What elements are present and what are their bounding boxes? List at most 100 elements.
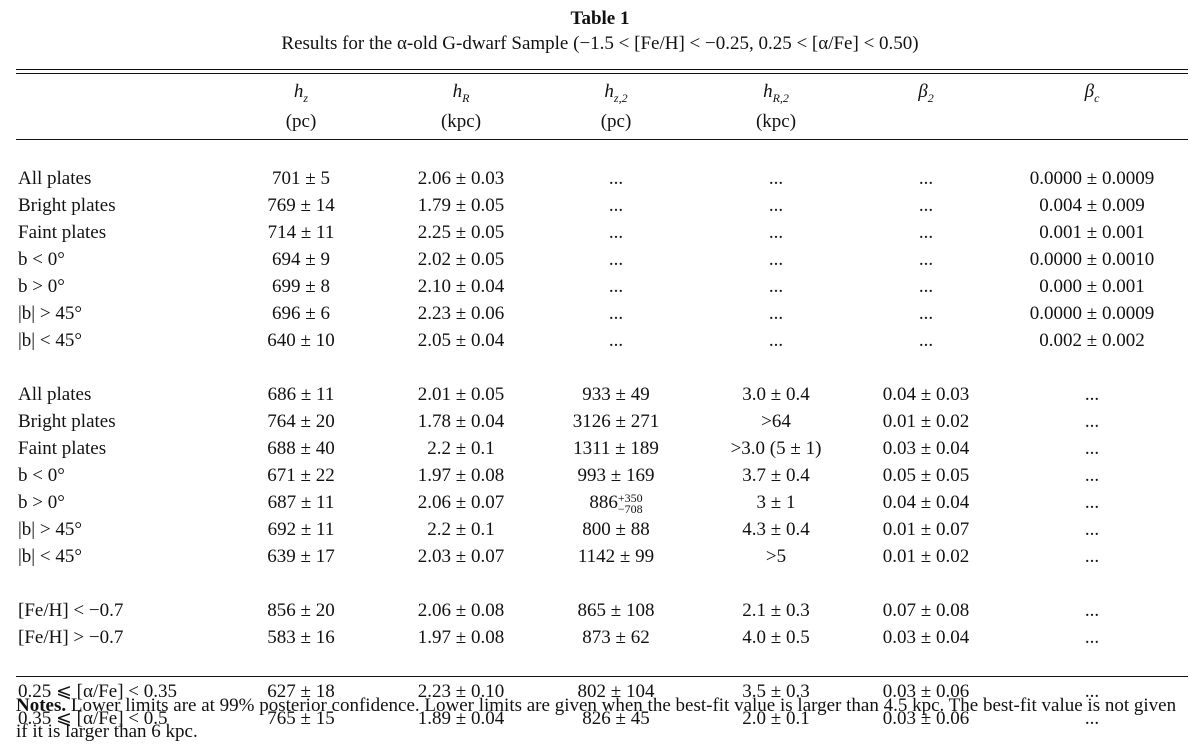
group-spacer (16, 354, 1188, 381)
table-row: All plates 701 ± 5 2.06 ± 0.03......... 0.0… (16, 165, 1188, 192)
row-label: |b| < 45° (18, 546, 82, 567)
table-notes: Notes. Lower limits are at 99% posterior… (16, 693, 1188, 745)
table-cell: ... (608, 195, 624, 216)
table-cell: ... (1084, 708, 1100, 729)
column-header: β2 (856, 78, 996, 138)
table-cell: ... (1084, 465, 1100, 486)
table-row: [Fe/H] > −0.7 583 ± 16 1.97 ± 0.08 873 ± 62… (16, 624, 1188, 651)
table-cell: 0.01 ± 0.02 (882, 411, 970, 432)
table-cell: >5 (765, 546, 787, 567)
table-cell: 2.01 ± 0.05 (417, 384, 505, 405)
table-cell: ... (1084, 411, 1100, 432)
row-label: Bright plates (18, 411, 116, 432)
column-unit: (pc) (285, 110, 317, 132)
column-unit: (pc) (600, 110, 632, 132)
table-cell: ... (1084, 492, 1100, 513)
table-cell: ... (608, 330, 624, 351)
row-label: b > 0° (18, 492, 65, 513)
column-unit: (kpc) (440, 110, 482, 132)
table-row: |b| < 45° 640 ± 10 2.05 ± 0.04......... 0.0… (16, 327, 1188, 354)
table-cell: 1.97 ± 0.08 (417, 627, 505, 648)
table-cell: 3 ± 1 (756, 492, 796, 513)
table-cell: 2.06 ± 0.03 (417, 168, 505, 189)
table-cell: ... (608, 276, 624, 297)
table-cell: ... (768, 168, 784, 189)
column-symbol: hz,2 (604, 81, 628, 105)
table-cell: 692 ± 11 (267, 519, 335, 540)
group-spacer (16, 138, 1188, 165)
table-cell: 640 ± 10 (267, 330, 335, 351)
table-row: |b| > 45° 692 ± 11 2.2 ± 0.1 800 ± 88 4.3 ± … (16, 516, 1188, 543)
table-cell: 3.7 ± 0.4 (742, 465, 810, 486)
table-cell: ... (1084, 600, 1100, 621)
table-row: 0.25 ⩽ [α/Fe] < 0.35 627 ± 18 2.23 ± 0.10 8… (16, 678, 1188, 705)
row-label: Bright plates (18, 195, 116, 216)
table-cell: 2.23 ± 0.06 (417, 303, 505, 324)
table-cell: 696 ± 6 (272, 303, 330, 324)
table-cell: ... (918, 168, 934, 189)
table-cell: 3.0 ± 0.4 (742, 384, 810, 405)
lower-error: −708 (617, 501, 643, 516)
table-cell: 0.004 ± 0.009 (1039, 195, 1145, 216)
table-cell: 2.0 ± 0.1 (742, 708, 810, 729)
header-rule (16, 139, 1188, 141)
table-cell: 2.10 ± 0.04 (417, 276, 505, 297)
table-cell: 2.03 ± 0.07 (417, 546, 505, 567)
table-cell: ... (608, 249, 624, 270)
row-label: |b| < 45° (18, 330, 82, 351)
table-cell: 1.79 ± 0.05 (417, 195, 505, 216)
table-cell: 0.0000 ± 0.0009 (1029, 168, 1155, 189)
table-row: Bright plates 764 ± 20 1.78 ± 0.04 3126 ± 2… (16, 408, 1188, 435)
table-cell: 627 ± 18 (267, 681, 335, 702)
table-cell: 4.3 ± 0.4 (742, 519, 810, 540)
table-row: [Fe/H] < −0.7 856 ± 20 2.06 ± 0.08 865 ± 10… (16, 597, 1188, 624)
column-header: hz (pc) (216, 78, 386, 138)
table-row: b < 0° 694 ± 9 2.02 ± 0.05......... 0.0000 … (16, 246, 1188, 273)
table-row: |b| < 45° 639 ± 17 2.03 ± 0.07 1142 ± 99 >5 0… (16, 543, 1188, 570)
table-cell: ... (768, 249, 784, 270)
row-label: 0.35 ⩽ [α/Fe] < 0.5 (18, 708, 168, 729)
table-subtitle: Results for the α-old G-dwarf Sample (−1… (281, 33, 919, 54)
table-row: |b| > 45° 696 ± 6 2.23 ± 0.06......... 0.00… (16, 300, 1188, 327)
table-cell: 701 ± 5 (272, 168, 330, 189)
table-cell: 1142 ± 99 (577, 546, 655, 567)
column-header: hR (kpc) (386, 78, 536, 138)
table-row: 0.35 ⩽ [α/Fe] < 0.5 765 ± 15 1.89 ± 0.04 82… (16, 705, 1188, 732)
table-cell: 0.001 ± 0.001 (1039, 222, 1145, 243)
table-cell: ... (608, 303, 624, 324)
table-cell: 0.01 ± 0.02 (882, 546, 970, 567)
top-rule-2 (16, 73, 1188, 75)
table-cell: 769 ± 14 (267, 195, 335, 216)
row-label: [Fe/H] > −0.7 (18, 627, 124, 648)
table-cell: 0.000 ± 0.001 (1039, 276, 1145, 297)
table-cell: 802 ± 104 (577, 681, 655, 702)
table-cell: 1311 ± 189 (573, 438, 659, 459)
group-spacer (16, 651, 1188, 678)
column-symbol: βc (1084, 81, 1100, 105)
table-cell: 1.78 ± 0.04 (417, 411, 505, 432)
table-cell: 865 ± 108 (577, 600, 655, 621)
table-cell: 671 ± 22 (267, 465, 335, 486)
results-table: hz (pc) hR (kpc) hz,2 (pc) hR,2 (kpc) β2 βc All p… (16, 78, 1188, 732)
row-label: 0.25 ⩽ [α/Fe] < 0.35 (18, 681, 178, 702)
top-rule-1 (16, 69, 1188, 71)
table-cell: 826 ± 45 (582, 708, 650, 729)
row-label: |b| > 45° (18, 519, 82, 540)
table-cell: 694 ± 9 (272, 249, 330, 270)
table-cell: 856 ± 20 (267, 600, 335, 621)
row-label: b < 0° (18, 249, 65, 270)
upper-error: +350 (617, 490, 643, 505)
table-row: b > 0° 699 ± 8 2.10 ± 0.04......... 0.000 ±… (16, 273, 1188, 300)
table-cell: 699 ± 8 (272, 276, 330, 297)
table-cell: 0.03 ± 0.06 (882, 681, 970, 702)
row-label: All plates (18, 384, 92, 405)
table-row: b < 0° 671 ± 22 1.97 ± 0.08 993 ± 169 3.7 ± … (16, 462, 1188, 489)
table-cell: 2.06 ± 0.07 (417, 492, 505, 513)
row-label: Faint plates (18, 438, 107, 459)
table-row: Bright plates 769 ± 14 1.79 ± 0.05........… (16, 192, 1188, 219)
table-cell: 0.03 ± 0.04 (882, 627, 970, 648)
table-cell: 688 ± 40 (267, 438, 335, 459)
table-cell: 0.07 ± 0.08 (882, 600, 970, 621)
row-label: |b| > 45° (18, 303, 82, 324)
table-cell: 639 ± 17 (267, 546, 335, 567)
